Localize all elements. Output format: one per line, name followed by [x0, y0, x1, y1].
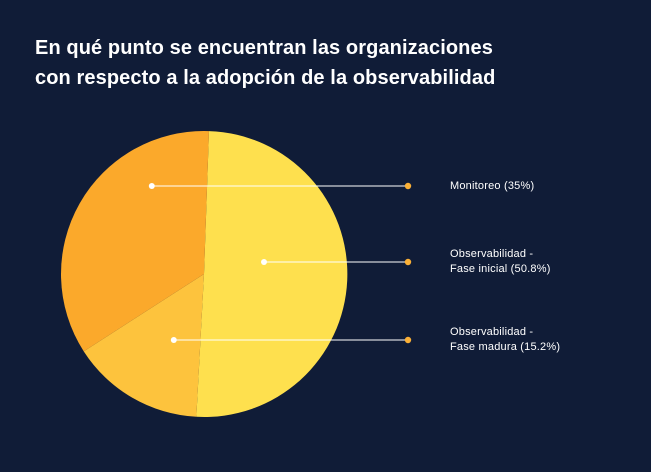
leader-end-dot-observabilidad-fase-madura: [404, 336, 412, 344]
chart-title-line-2: con respecto a la adopción de la observa…: [35, 67, 496, 89]
slice-label-observabilidad-fase-madura: Observabilidad - Fase madura (15.2%): [450, 325, 560, 355]
chart-title-line-1: En qué punto se encuentran las organizac…: [35, 37, 493, 59]
leader-start-dot-monitoreo: [148, 183, 155, 189]
leader-start-dot-observabilidad-fase-madura: [170, 337, 177, 343]
slice-label-line: Fase inicial (50.8%): [450, 263, 551, 275]
slice-label-line: Monitoreo (35%): [450, 179, 535, 192]
leader-start-dot-observabilidad-fase-inicial: [261, 259, 267, 265]
leader-end-dot-monitoreo: [404, 182, 412, 190]
leader-end-dot-observabilidad-fase-inicial: [404, 258, 412, 266]
slice-label-line: Observabilidad -: [450, 248, 534, 260]
pie-slice-observabilidad-fase-inicial: [196, 131, 348, 418]
slice-label-line: Fase madura (15.2%): [450, 341, 561, 353]
slice-label-observabilidad-fase-inicial: Observabilidad - Fase inicial (50.8%): [450, 247, 551, 277]
slice-label-line: Observabilidad -: [450, 326, 534, 338]
chart-title: En qué punto se encuentran las organizac…: [35, 33, 625, 93]
slice-label-monitoreo: Monitoreo (35%): [450, 179, 534, 194]
pie-slice-observabilidad-fase-madura: [83, 274, 204, 417]
